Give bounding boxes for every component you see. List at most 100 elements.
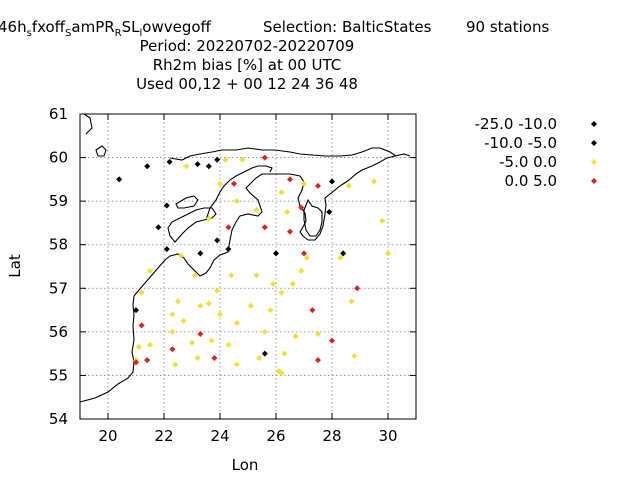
data-point: [303, 254, 310, 261]
y-axis-ticks: 54 55 56 57 58 59 60 61: [49, 105, 416, 428]
title-part: SL: [122, 18, 141, 36]
data-point: [225, 224, 232, 231]
data-point: [231, 180, 237, 187]
data-point: [273, 250, 279, 257]
data-point: [133, 307, 139, 314]
data-point: [205, 163, 212, 170]
data-point: [133, 359, 139, 366]
data-point: [315, 182, 321, 189]
data-point: [261, 224, 268, 231]
data-point: [205, 300, 212, 307]
data-point: [233, 198, 240, 205]
data-point: [385, 250, 391, 257]
data-point: [214, 237, 221, 244]
coastline-saaremaa: [167, 207, 217, 243]
data-point: [256, 355, 263, 361]
data-point: [278, 370, 285, 377]
y-tick-label: 55: [49, 366, 68, 384]
data-point: [284, 209, 291, 216]
y-tick-label: 61: [49, 105, 68, 123]
title-part: owvegoff: [142, 18, 211, 36]
data-point: [214, 287, 221, 294]
x-axis-ticks: 20 22 24 26 28 30: [98, 114, 398, 445]
data-point: [183, 163, 190, 170]
data-point: [247, 302, 254, 309]
data-point: [211, 355, 218, 361]
data-point: [287, 176, 293, 183]
title-selection: Selection: BalticStates: [263, 18, 432, 36]
data-point: [298, 267, 305, 274]
data-point: [144, 163, 151, 170]
y-tick-label: 54: [49, 410, 68, 428]
data-point: [144, 357, 151, 364]
title-subscript: R: [115, 28, 122, 39]
data-point: [138, 289, 145, 296]
data-point: [155, 224, 162, 231]
data-point: [345, 182, 352, 189]
coastline-hiiumaa: [175, 195, 199, 209]
legend-marker: [591, 178, 597, 184]
y-tick-label: 60: [49, 149, 68, 167]
data-point: [326, 209, 333, 216]
data-point: [354, 285, 361, 292]
coastline-lake-peipus: [303, 198, 323, 237]
title-subscript: l: [140, 28, 143, 39]
data-point: [315, 357, 321, 364]
legend-marker: [591, 121, 597, 127]
data-point: [301, 180, 307, 187]
coastline-mainland: [79, 153, 411, 403]
data-point: [309, 307, 316, 314]
title-used: Used 00,12 + 00 12 24 36 48: [136, 75, 358, 93]
title-part: fxoff: [32, 18, 66, 36]
data-point: [147, 267, 153, 274]
data-point: [166, 158, 173, 165]
data-point: [135, 344, 142, 351]
coastline: [79, 113, 411, 403]
x-tick-label: 24: [210, 427, 229, 445]
data-point: [261, 328, 268, 335]
title-part: 46h: [0, 18, 27, 36]
coastline-stockholm-archipelago: [83, 113, 107, 157]
data-point: [301, 250, 307, 257]
data-point: [189, 339, 195, 346]
data-point: [208, 337, 215, 344]
x-axis-label: Lon: [232, 456, 259, 474]
data-point: [298, 204, 305, 211]
data-point: [281, 350, 288, 357]
data-point: [172, 361, 179, 368]
data-point: [287, 228, 293, 235]
data-point: [261, 350, 268, 357]
x-tick-label: 20: [98, 427, 117, 445]
legend-label: -5.0 0.0: [499, 153, 557, 171]
data-point: [222, 156, 229, 163]
data-point: [233, 320, 240, 327]
data-point: [197, 302, 204, 309]
x-tick-label: 28: [322, 427, 341, 445]
title-stations: 90 stations: [466, 18, 549, 36]
data-point: [278, 289, 285, 296]
x-tick-label: 22: [154, 427, 173, 445]
data-point: [239, 156, 246, 163]
data-point: [278, 189, 285, 196]
data-point: [253, 272, 260, 279]
data-point: [194, 161, 201, 168]
data-point: [329, 178, 335, 185]
data-point: [379, 217, 386, 224]
plot-frame: [79, 113, 417, 420]
data-point: [261, 154, 268, 161]
data-point: [180, 317, 187, 324]
data-point: [163, 202, 170, 209]
legend-label: -25.0 -10.0: [475, 115, 557, 133]
title-line-1: 46hsfxoffSamPRRSLlowvegoff: [0, 18, 212, 39]
data-point: [233, 361, 240, 368]
title-subscript: S: [65, 28, 71, 39]
legend: -25.0 -10.0-10.0 -5.0-5.0 0.00.0 5.0: [475, 115, 597, 190]
y-axis-label: Lat: [6, 254, 24, 278]
legend-marker: [591, 140, 597, 146]
data-point: [147, 341, 153, 348]
data-point: [191, 272, 198, 279]
legend-label: -10.0 -5.0: [484, 134, 557, 152]
data-point: [351, 352, 358, 359]
data-point: [197, 250, 204, 257]
y-tick-label: 58: [49, 236, 68, 254]
